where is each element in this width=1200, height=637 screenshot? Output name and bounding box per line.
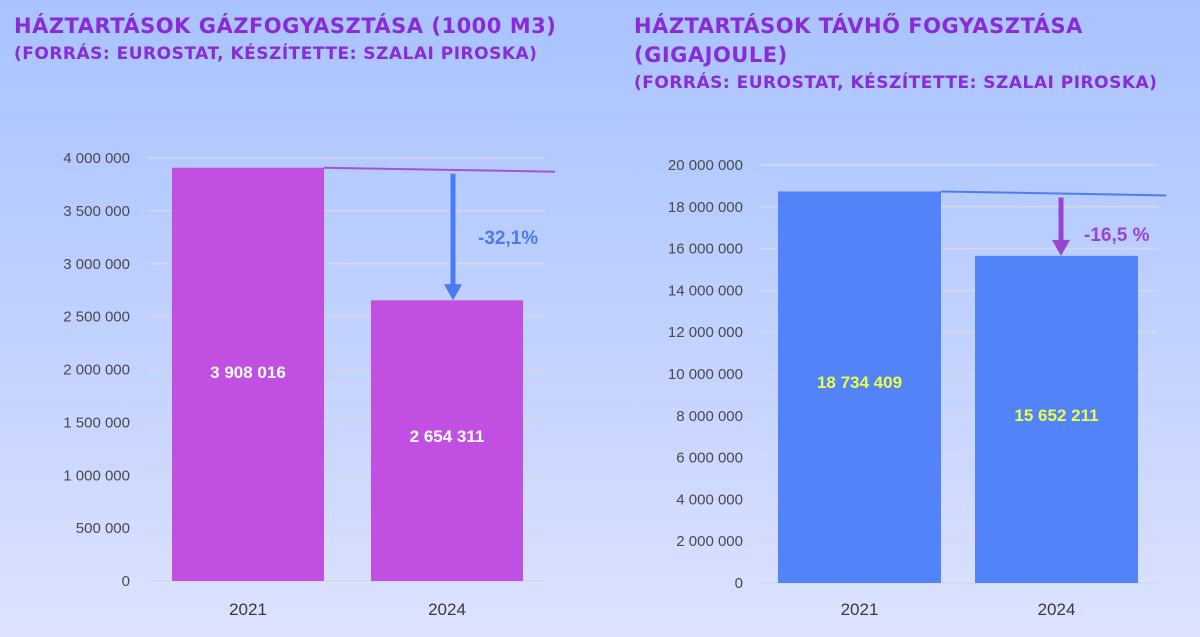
heating-value-label: 15 652 211 [1014, 406, 1098, 425]
heating-bar-2024 [975, 255, 1138, 584]
heating-y-tick-label: 10 000 000 [668, 366, 743, 383]
gas-change-arrowhead [444, 284, 462, 301]
heating-x-tick-label: 2024 [1038, 600, 1076, 619]
gas-bar-2021 [172, 167, 324, 582]
gas-chart-heading: HÁZTARTÁSOK GÁZFOGYASZTÁSA (1000 M3) (FO… [14, 12, 574, 68]
gas-chart-title: HÁZTARTÁSOK GÁZFOGYASZTÁSA (1000 M3) [14, 14, 557, 38]
heating-chart-subtitle: (FORRÁS: EUROSTAT, KÉSZÍTETTE: SZALAI PI… [634, 73, 1158, 93]
heating-y-tick-label: 0 [735, 575, 743, 592]
heating-value-label: 18 734 409 [817, 373, 902, 392]
heating-chart-title: HÁZTARTÁSOK TÁVHŐ FOGYASZTÁSA (GIGAJOULE… [634, 14, 1083, 67]
gas-value-label: 3 908 016 [210, 363, 286, 382]
heating-y-tick-label: 20 000 000 [668, 157, 743, 174]
gas-x-tick-label: 2021 [229, 600, 267, 619]
heating-x-tick-label: 2021 [841, 600, 879, 619]
heating-change-arrowhead [1052, 239, 1070, 256]
gas-y-tick-label: 1 500 000 [63, 414, 130, 431]
gas-y-tick-label: 1 000 000 [63, 467, 130, 484]
gas-value-label: 2 654 311 [410, 427, 485, 446]
gas-y-tick-label: 3 500 000 [63, 203, 130, 220]
gas-y-tick-label: 3 000 000 [63, 256, 130, 273]
gas-reference-line [323, 166, 556, 173]
gas-consumption-chart: 0 500 000 1 000 000 1 500 000 2 000 000 2 500… [63, 150, 556, 619]
gas-chart-subtitle: (FORRÁS: EUROSTAT, KÉSZÍTETTE: SZALAI PI… [14, 44, 538, 64]
gas-y-tick-label: 0 [122, 573, 130, 590]
gas-y-tick-label: 4 000 000 [63, 150, 130, 167]
district-heating-panel: HÁZTARTÁSOK TÁVHŐ FOGYASZTÁSA (GIGAJOULE… [600, 0, 1200, 637]
gas-y-tick-label: 2 500 000 [63, 309, 130, 326]
heating-y-tick-label: 18 000 000 [668, 199, 743, 216]
heating-reference-line [940, 190, 1167, 197]
heating-y-tick-label: 12 000 000 [668, 324, 743, 341]
heating-y-tick-label: 16 000 000 [668, 241, 743, 258]
gas-y-tick-label: 500 000 [76, 520, 130, 537]
heating-y-tick-label: 6 000 000 [676, 450, 743, 467]
heating-y-tick-label: 8 000 000 [676, 408, 743, 425]
gas-y-tick-label: 2 000 000 [63, 362, 130, 379]
district-heating-chart: 0 2 000 000 4 000 000 6 000 000 8 000 000 10 … [668, 157, 1167, 619]
heating-y-tick-label: 14 000 000 [668, 282, 743, 299]
heating-y-tick-label: 4 000 000 [676, 491, 743, 508]
gas-consumption-panel: HÁZTARTÁSOK GÁZFOGYASZTÁSA (1000 M3) (FO… [14, 12, 574, 619]
gas-change-annotation: -32,1% [478, 228, 538, 249]
heating-bar-2021 [778, 191, 941, 583]
heating-y-tick-label: 2 000 000 [676, 533, 743, 550]
gas-x-tick-label: 2024 [428, 600, 466, 619]
heating-change-annotation: -16,5 % [1084, 225, 1150, 246]
heating-chart-heading: HÁZTARTÁSOK TÁVHŐ FOGYASZTÁSA (GIGAJOULE… [634, 12, 1194, 97]
gas-bar-2024 [371, 300, 523, 581]
